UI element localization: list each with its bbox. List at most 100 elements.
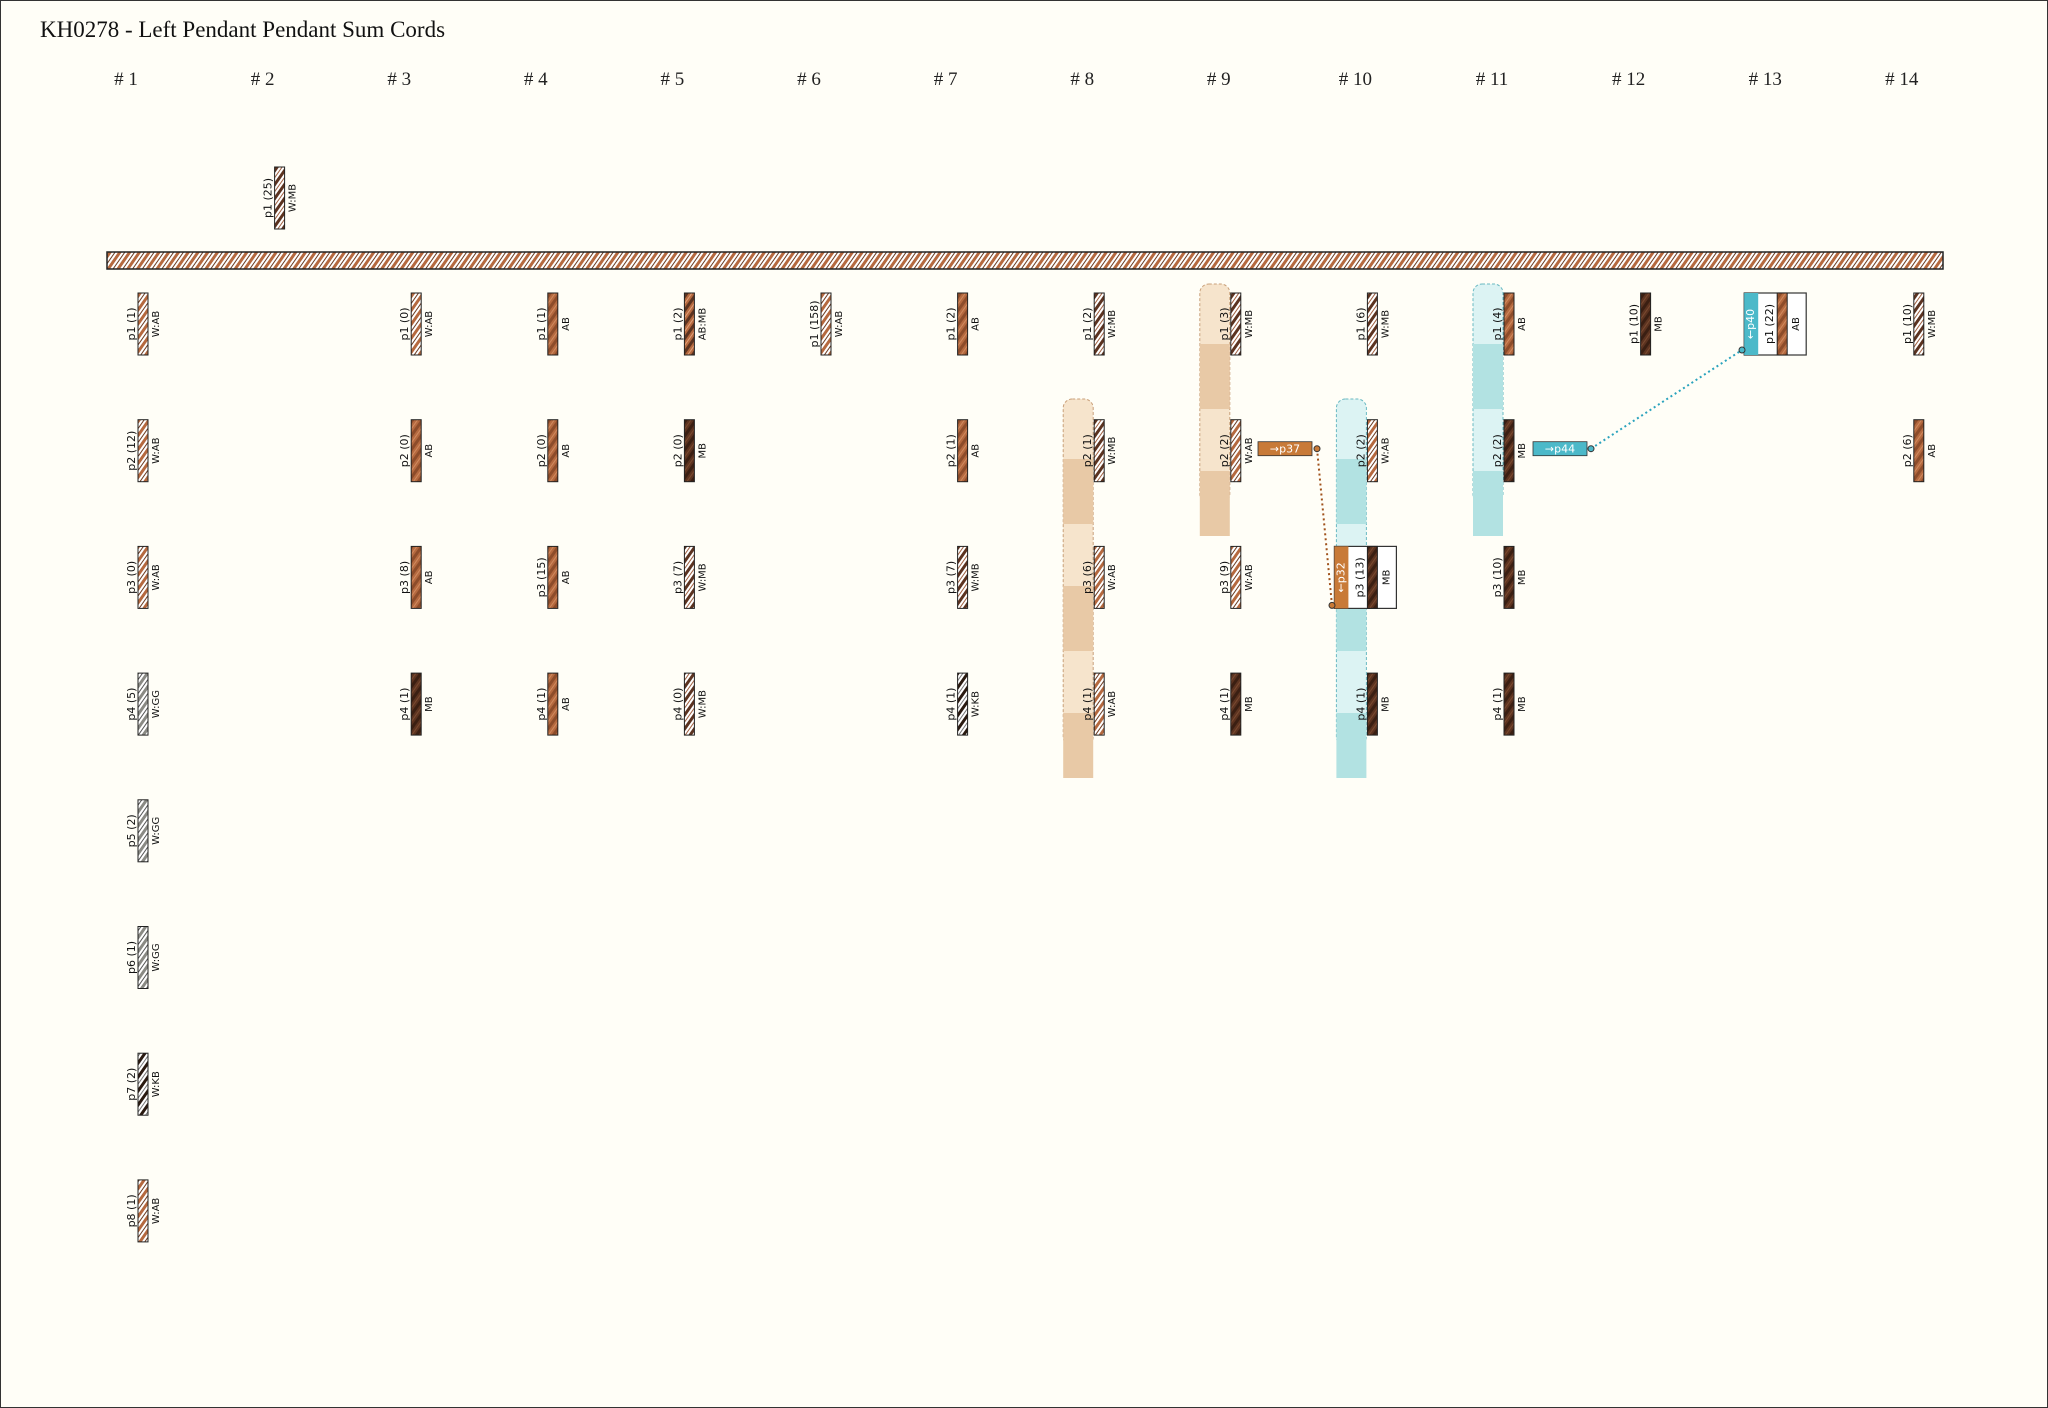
cord-strand <box>1503 672 1515 736</box>
cord-colors-label: W:MB <box>288 184 299 212</box>
pendant-cord: p7 (2) W:KB <box>125 1052 162 1116</box>
cord-label: p1 (22) <box>1763 304 1776 344</box>
cord-colors-label: MB <box>424 696 435 712</box>
column-header: # 6 <box>797 69 821 90</box>
cord-label: p1 (25) <box>262 178 275 218</box>
cord-label: p1 (3) <box>1218 307 1231 340</box>
cord-label: p4 (1) <box>1081 688 1094 721</box>
cord-strand <box>547 672 559 736</box>
cord-colors-label: MB <box>1244 696 1255 712</box>
cord-label: p4 (1) <box>1354 688 1367 721</box>
pendant-cord: p1 (2) AB:MB <box>671 292 708 356</box>
column-header: # 1 <box>114 69 138 90</box>
pendant-cord: p2 (2) W:AB <box>1354 419 1391 483</box>
column-header: # 10 <box>1339 69 1372 90</box>
cord-strand <box>137 799 149 863</box>
cord-label: p3 (13) <box>1353 557 1366 597</box>
cord-strand <box>1230 419 1242 483</box>
cord-label: p3 (9) <box>1218 561 1231 594</box>
cord-strand <box>1230 292 1242 356</box>
cord-label: p3 (7) <box>671 561 684 594</box>
cord-label: p3 (7) <box>945 561 958 594</box>
cord-strand <box>1093 545 1105 609</box>
column-header: # 12 <box>1612 69 1645 90</box>
column-header: # 2 <box>251 69 275 90</box>
column-header: # 14 <box>1885 69 1919 90</box>
cord-strand <box>137 672 149 736</box>
cord-strand <box>1366 419 1378 483</box>
cord-strand <box>820 292 832 356</box>
cord-strand <box>1366 292 1378 356</box>
pendant-cord: p3 (7) W:MB <box>945 545 982 609</box>
cord-strand <box>410 292 422 356</box>
cord-colors-label: W:AB <box>1244 437 1255 464</box>
link-tag-p44: →p44 <box>1532 441 1588 457</box>
pendant-cord: p1 (4) AB <box>1491 292 1528 356</box>
pendant-cord: p1 (2) AB <box>945 292 982 356</box>
cord-label: p7 (2) <box>125 1068 138 1101</box>
cord-label: p4 (5) <box>125 688 138 721</box>
cord-label: p8 (1) <box>125 1194 138 1227</box>
pendant-cord: p2 (1) AB <box>945 419 982 483</box>
cord-colors-label: W:AB <box>151 311 162 338</box>
cord-strand <box>137 419 149 483</box>
pendant-cord: p1 (1) W:AB <box>125 292 162 356</box>
cord-colors-label: AB <box>424 570 435 584</box>
pendant-cord: p6 (1) W:GG <box>125 926 162 989</box>
pendant-cord: p2 (2) MB <box>1491 419 1528 483</box>
cord-strand <box>1366 672 1378 736</box>
cord-colors-label: W:AB <box>151 1198 162 1225</box>
cord-colors-label: W:AB <box>424 311 435 338</box>
cord-strand <box>1640 292 1652 356</box>
cord-label: p5 (2) <box>125 814 138 847</box>
cord-colors-label: W:MB <box>1107 310 1118 338</box>
link-label: ←p40 <box>1744 309 1757 339</box>
pendant-cord: p1 (1) AB <box>535 292 572 356</box>
cord-strand <box>1913 292 1925 356</box>
cord-colors-label: W:MB <box>1927 310 1938 338</box>
cord-strand <box>683 545 695 609</box>
cord-strand <box>547 419 559 483</box>
pendant-cord: p5 (2) W:GG <box>125 799 162 863</box>
cord-colors-label: W:AB <box>1380 437 1391 464</box>
cord-colors-label: AB <box>561 317 572 331</box>
column-header: # 5 <box>661 69 685 90</box>
pendant-cord: p4 (1) MB <box>398 672 435 736</box>
cord-label: p4 (1) <box>945 688 958 721</box>
pendant-cord: p2 (0) AB <box>535 419 572 483</box>
primary-cord <box>106 251 1944 270</box>
link-dot <box>1313 445 1321 453</box>
cord-colors-label: AB:MB <box>697 308 708 341</box>
pendant-cord: p3 (0) W:AB <box>125 545 162 609</box>
column-header: # 13 <box>1749 69 1782 90</box>
cord-colors-label: MB <box>1517 570 1528 586</box>
pendant-cord: p4 (5) W:GG <box>125 672 162 736</box>
cord-label: p1 (6) <box>1354 307 1367 340</box>
cord-colors-label: W:MB <box>1244 310 1255 338</box>
cord-strand <box>1093 419 1105 483</box>
cord-colors-label: W:AB <box>1244 564 1255 591</box>
pendant-cord: p2 (6) AB <box>1901 419 1938 483</box>
cord-colors-label: AB <box>561 697 572 711</box>
cord-strand <box>274 166 286 230</box>
cord-label: p3 (10) <box>1491 557 1504 597</box>
cord-colors-label: MB <box>1654 316 1665 332</box>
cord-strand <box>683 292 695 356</box>
cord-colors-label: W:MB <box>1380 310 1391 338</box>
cord-colors-label: AB <box>971 444 982 458</box>
cord-group-band <box>1062 398 1094 778</box>
cord-colors-label: W:KB <box>971 691 982 717</box>
pendant-cord: p4 (1) MB <box>1354 672 1391 736</box>
cord-strand <box>410 545 422 609</box>
cord-strand <box>1503 292 1515 356</box>
cord-label: p1 (2) <box>1081 307 1094 340</box>
cord-label: p2 (0) <box>398 434 411 467</box>
cord-strand <box>410 672 422 736</box>
cord-group-band <box>1199 283 1231 536</box>
cord-colors-label: W:GG <box>151 690 162 718</box>
link-dot <box>1328 601 1336 609</box>
cord-group-band <box>1472 283 1504 536</box>
link-label: →p37 <box>1270 443 1300 456</box>
